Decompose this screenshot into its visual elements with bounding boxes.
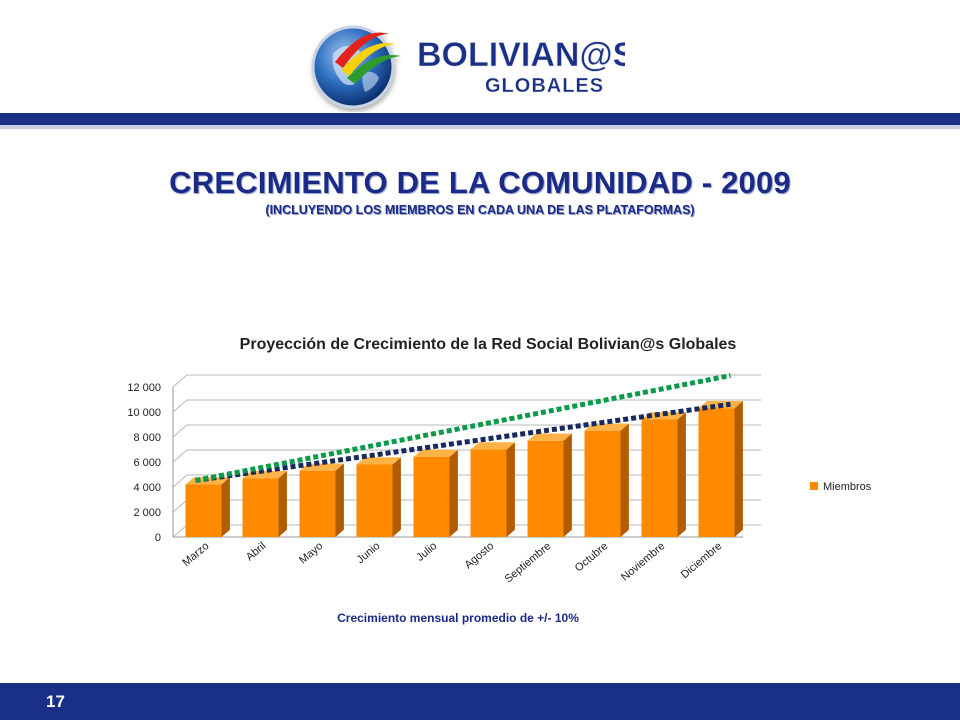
x-tick-label: Junio — [355, 540, 383, 566]
header: BOLIVIAN@S GLOBALES — [0, 0, 960, 125]
bars — [185, 401, 743, 537]
y-tick-label: 8 000 — [133, 432, 161, 444]
y-tick-label: 12 000 — [127, 382, 161, 394]
bar-side — [677, 412, 686, 537]
bar-top — [356, 457, 401, 465]
bar-front — [527, 440, 564, 537]
y-tick-label: 6 000 — [133, 457, 161, 469]
y-tick-label: 10 000 — [127, 407, 161, 419]
bar-side — [449, 449, 458, 537]
bar-marzo — [185, 477, 230, 537]
bar-mayo — [299, 463, 344, 537]
x-tick-label: Diciembre — [679, 540, 725, 581]
x-tick-label: Mayo — [297, 540, 325, 566]
trendline-navy — [195, 401, 731, 483]
svg-text:BOLIVIAN@S: BOLIVIAN@S — [417, 36, 625, 74]
y-axis-ticks: 0 2 000 4 000 6 000 8 000 10 000 12 000 — [127, 382, 161, 544]
y-tick-label: 0 — [155, 532, 161, 544]
bar-side — [335, 463, 344, 537]
trendline-green — [195, 373, 731, 483]
bar-top — [413, 449, 458, 457]
growth-chart: Proyección de Crecimiento de la Red Soci… — [127, 336, 872, 625]
x-axis-ticks: Marzo Abril Mayo Junio Julio Agosto Septiembre… — [180, 540, 724, 585]
page-number: 17 — [46, 692, 65, 711]
x-tick-label: Septiembre — [503, 540, 554, 585]
y-tick-label: 2 000 — [133, 507, 161, 519]
bar-side — [506, 442, 515, 537]
bar-front — [698, 408, 735, 537]
bar-side — [734, 401, 743, 537]
bar-front — [584, 430, 621, 537]
x-tick-label: Noviembre — [619, 540, 667, 583]
chart-title: Proyección de Crecimiento de la Red Soci… — [240, 336, 737, 353]
trendlines — [195, 373, 731, 483]
legend-label-miembros: Miembros — [823, 481, 872, 493]
svg-text:GLOBALES: GLOBALES — [485, 75, 604, 97]
gridline — [172, 399, 761, 413]
bar-front — [356, 464, 393, 537]
y-tick-label: 4 000 — [133, 482, 161, 494]
bar-front — [299, 470, 336, 537]
gridline — [172, 374, 761, 388]
x-tick-label: Abril — [244, 540, 269, 563]
bar-diciembre — [698, 401, 743, 537]
x-tick-label: Octubre — [573, 540, 611, 574]
bar-julio — [413, 449, 458, 537]
chart-annotation: Crecimiento mensual promedio de +/- 10% — [337, 611, 579, 625]
bar-side — [563, 433, 572, 537]
bolivianos-globales-logo: BOLIVIAN@S GLOBALES — [311, 25, 625, 109]
x-tick-label: Marzo — [180, 540, 211, 569]
bar-top — [470, 442, 515, 450]
chart-legend: Miembros — [810, 481, 872, 493]
bar-junio — [356, 457, 401, 537]
slide-subtitle: (INCLUYENDO LOS MIEMBROS EN CADA UNA DE … — [265, 203, 695, 217]
top-bar-shadow — [0, 125, 960, 129]
logo-wordmark: BOLIVIAN@S GLOBALES — [417, 36, 625, 98]
bar-side — [221, 477, 230, 537]
x-tick-label: Julio — [414, 540, 439, 564]
bar-top — [527, 433, 572, 441]
slide-title: CRECIMIENTO DE LA COMUNIDAD - 2009 — [169, 165, 791, 200]
bar-agosto — [470, 442, 515, 537]
bar-front — [242, 478, 279, 537]
bar-front — [470, 449, 507, 537]
footer-bar — [0, 683, 960, 720]
bar-side — [392, 457, 401, 537]
bar-septiembre — [527, 433, 572, 537]
bar-front — [641, 419, 678, 537]
x-tick-label: Agosto — [462, 540, 496, 571]
bar-noviembre — [641, 412, 686, 537]
bar-abril — [242, 471, 287, 537]
bar-octubre — [584, 423, 629, 537]
bar-front — [185, 484, 222, 537]
legend-swatch-miembros — [810, 482, 818, 490]
bar-side — [620, 423, 629, 537]
bar-side — [278, 471, 287, 537]
bar-front — [413, 457, 450, 537]
top-header-bar — [0, 113, 960, 125]
